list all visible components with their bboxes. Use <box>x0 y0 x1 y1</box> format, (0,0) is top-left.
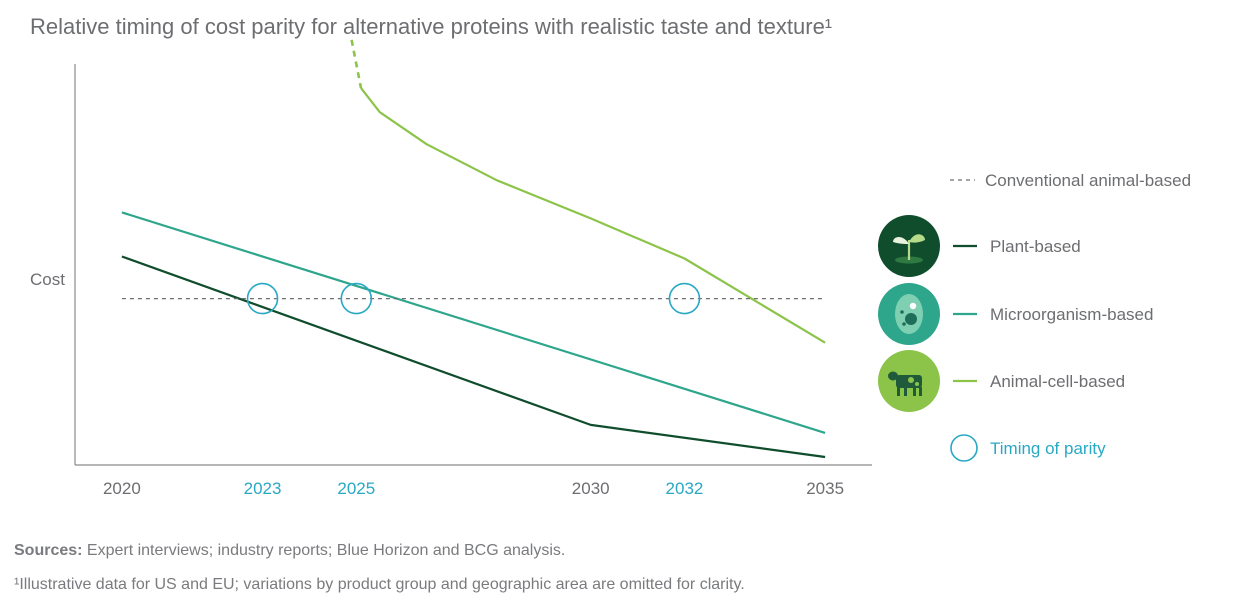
microorganism-icon <box>878 283 940 345</box>
chart-title: Relative timing of cost parity for alter… <box>30 14 833 39</box>
x-tick-label-2025: 2025 <box>337 479 375 498</box>
y-axis-label: Cost <box>30 270 65 289</box>
sprout-icon <box>878 215 940 277</box>
cow-leg <box>897 387 900 396</box>
illustrative-note: ¹Illustrative data for US and EU; variat… <box>14 576 745 593</box>
sources-label: Sources: <box>14 542 83 559</box>
leaf-right-shape <box>909 234 925 243</box>
cell-dot <box>902 322 906 326</box>
x-tick-label-2032: 2032 <box>666 479 704 498</box>
series-line-microorganism-based <box>121 211 826 434</box>
leaf-left-shape <box>893 237 909 244</box>
series-extension-animal-cell-based <box>350 39 363 89</box>
x-tick-label-2023: 2023 <box>244 479 282 498</box>
legend-label: Animal-cell-based <box>990 372 1125 391</box>
legend-item-microorganism-based: Microorganism-based <box>878 283 1153 345</box>
x-tick-label-2030: 2030 <box>572 479 610 498</box>
parity-markers <box>246 282 701 315</box>
legend-item-conventional-animal-based: Conventional animal-based <box>950 171 1191 190</box>
legend-label: Microorganism-based <box>990 305 1153 324</box>
legend-item-animal-cell-based: Animal-cell-based <box>878 350 1125 412</box>
legend-item-timing-of-parity: Timing of parity <box>950 434 1106 462</box>
sources-footnote: Sources: Expert interviews; industry rep… <box>14 542 565 560</box>
legend-label: Conventional animal-based <box>985 171 1191 190</box>
parity-marker-2023 <box>246 282 279 315</box>
legend-label: Plant-based <box>990 237 1081 256</box>
legend-swatch <box>950 434 978 462</box>
x-tick-labels: 2020 2023 2025 2030 2032 2035 <box>103 479 844 498</box>
x-tick-label-2020: 2020 <box>103 479 141 498</box>
sources-text: Expert interviews; industry reports; Blu… <box>82 542 566 559</box>
cow-icon <box>878 350 940 412</box>
cow-spot <box>915 382 919 386</box>
x-tick-label-2035: 2035 <box>806 479 844 498</box>
legend-label: Timing of parity <box>990 439 1106 458</box>
legend-item-plant-based: Plant-based <box>878 215 1081 277</box>
chart-axes: Cost <box>30 64 872 466</box>
cell-nucleus <box>905 313 917 325</box>
cow-leg <box>904 387 907 396</box>
cow-spot <box>908 377 914 383</box>
chart-series <box>121 39 826 459</box>
parity-marker-2032 <box>668 282 701 315</box>
series-line-plant-based <box>121 255 826 459</box>
cow-head <box>888 371 898 381</box>
cow-leg <box>913 387 916 396</box>
series-line-animal-cell-based <box>360 87 826 344</box>
parity-marker-2025 <box>340 282 373 315</box>
cell-dot <box>900 310 904 314</box>
chart-legend: Conventional animal-based Plant-based Micr… <box>878 171 1191 462</box>
cell-spot <box>909 302 917 310</box>
cow-leg <box>919 387 922 396</box>
